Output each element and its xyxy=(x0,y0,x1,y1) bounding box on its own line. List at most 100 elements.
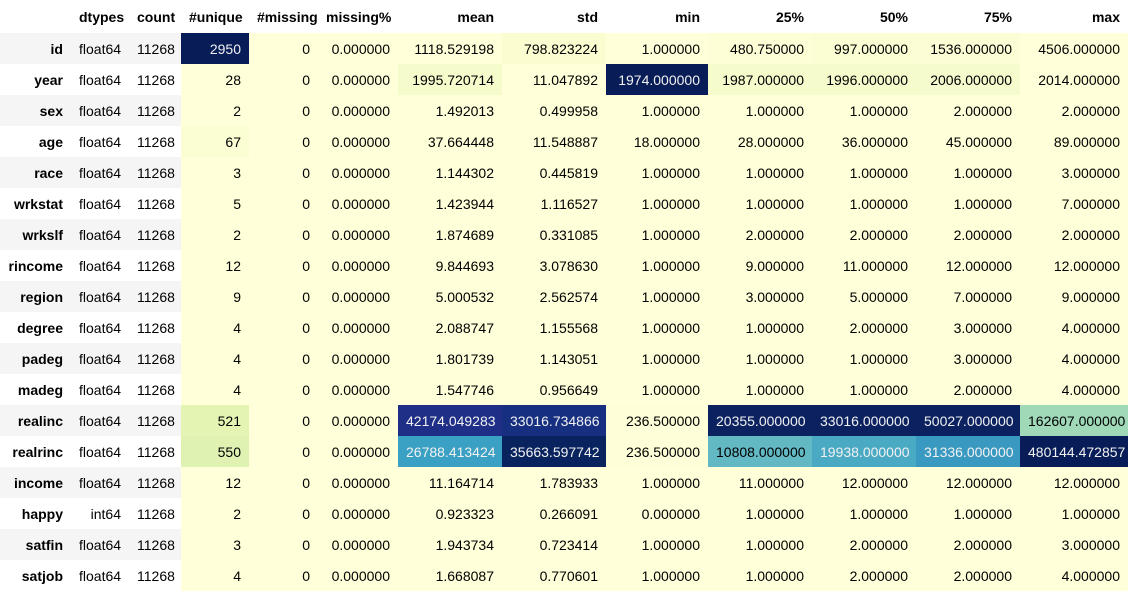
table-cell: 0 xyxy=(249,126,318,157)
column-header: dtypes xyxy=(71,0,129,33)
table-cell: 11268 xyxy=(129,343,181,374)
table-cell: 0 xyxy=(249,188,318,219)
table-cell: 1.000000 xyxy=(812,95,916,126)
table-cell: 521 xyxy=(181,405,249,436)
table-cell: 2.000000 xyxy=(812,529,916,560)
table-cell: 1.000000 xyxy=(708,157,812,188)
row-label: degree xyxy=(0,312,71,343)
table-cell: 1.000000 xyxy=(1020,498,1128,529)
table-cell: 1.874689 xyxy=(398,219,502,250)
column-header: 25% xyxy=(708,0,812,33)
table-cell: 0.000000 xyxy=(318,405,398,436)
table-cell: 3.000000 xyxy=(1020,157,1128,188)
row-label: madeg xyxy=(0,374,71,405)
table-cell: 11268 xyxy=(129,312,181,343)
table-cell: 1987.000000 xyxy=(708,64,812,95)
table-cell: 1.000000 xyxy=(708,95,812,126)
table-cell: 3.000000 xyxy=(916,343,1020,374)
column-header: #missing xyxy=(249,0,318,33)
table-cell: 2014.000000 xyxy=(1020,64,1128,95)
row-label: age xyxy=(0,126,71,157)
table-row: padeg float64 11268 4 0 0.000000 1.801739 1.143… xyxy=(0,343,1128,374)
table-cell: 11.164714 xyxy=(398,467,502,498)
table-cell: float64 xyxy=(71,436,129,467)
table-row: race float64 11268 3 0 0.000000 1.144302 0.4458… xyxy=(0,157,1128,188)
table-row: satjob float64 11268 4 0 0.000000 1.668087 0.77… xyxy=(0,560,1128,591)
table-cell: 9.000000 xyxy=(1020,281,1128,312)
table-cell: 1.000000 xyxy=(708,560,812,591)
table-cell: 11268 xyxy=(129,374,181,405)
table-cell: 1974.000000 xyxy=(606,64,708,95)
table-cell: float64 xyxy=(71,467,129,498)
table-row: income float64 11268 12 0 0.000000 11.164714 1.… xyxy=(0,467,1128,498)
table-row: id float64 11268 2950 0 0.000000 1118.529198 79… xyxy=(0,33,1128,64)
table-cell: 20355.000000 xyxy=(708,405,812,436)
table-cell: 162607.000000 xyxy=(1020,405,1128,436)
table-cell: 0.000000 xyxy=(318,33,398,64)
table-cell: 2.000000 xyxy=(916,560,1020,591)
table-cell: 1.547746 xyxy=(398,374,502,405)
table-cell: 0.000000 xyxy=(318,126,398,157)
table-cell: 0.000000 xyxy=(318,157,398,188)
table-cell: 28 xyxy=(181,64,249,95)
table-cell: 31336.000000 xyxy=(916,436,1020,467)
table-cell: 11268 xyxy=(129,126,181,157)
table-row: wrkstat float64 11268 5 0 0.000000 1.423944 1.1… xyxy=(0,188,1128,219)
table-cell: 1.000000 xyxy=(812,157,916,188)
table-row: madeg float64 11268 4 0 0.000000 1.547746 0.956… xyxy=(0,374,1128,405)
table-cell: 11.047892 xyxy=(502,64,606,95)
table-cell: float64 xyxy=(71,126,129,157)
table-cell: 0.445819 xyxy=(502,157,606,188)
table-cell: 11268 xyxy=(129,436,181,467)
table-row: age float64 11268 67 0 0.000000 37.664448 11.54… xyxy=(0,126,1128,157)
table-cell: 36.000000 xyxy=(812,126,916,157)
column-header: std xyxy=(502,0,606,33)
table-cell: 0 xyxy=(249,219,318,250)
table-cell: 1.155568 xyxy=(502,312,606,343)
table-row: realrinc float64 11268 550 0 0.000000 26788.41… xyxy=(0,436,1128,467)
row-label: realrinc xyxy=(0,436,71,467)
table-cell: 12.000000 xyxy=(812,467,916,498)
row-label: id xyxy=(0,33,71,64)
table-cell: 12 xyxy=(181,467,249,498)
table-cell: float64 xyxy=(71,64,129,95)
table-cell: 2.000000 xyxy=(1020,219,1128,250)
table-cell: 4.000000 xyxy=(1020,312,1128,343)
table-cell: 0.499958 xyxy=(502,95,606,126)
table-cell: 0 xyxy=(249,374,318,405)
row-label: region xyxy=(0,281,71,312)
table-cell: 0.000000 xyxy=(318,219,398,250)
table-cell: 2.000000 xyxy=(916,529,1020,560)
table-cell: 2.000000 xyxy=(708,219,812,250)
table-cell: 28.000000 xyxy=(708,126,812,157)
table-row: sex float64 11268 2 0 0.000000 1.492013 0.49995… xyxy=(0,95,1128,126)
row-label: realinc xyxy=(0,405,71,436)
table-cell: 11.000000 xyxy=(812,250,916,281)
table-cell: 2.000000 xyxy=(916,95,1020,126)
table-cell: 0.000000 xyxy=(318,312,398,343)
table-cell: 1.000000 xyxy=(606,343,708,374)
table-cell: 11268 xyxy=(129,405,181,436)
header-row: dtypes count #unique #missing missing% mean st… xyxy=(0,0,1128,33)
table-cell: 19938.000000 xyxy=(812,436,916,467)
table-cell: 37.664448 xyxy=(398,126,502,157)
table-cell: 1.143051 xyxy=(502,343,606,374)
table-cell: 0.000000 xyxy=(318,529,398,560)
table-cell: 0.000000 xyxy=(318,188,398,219)
table-cell: 1.000000 xyxy=(812,343,916,374)
table-cell: 1.000000 xyxy=(916,188,1020,219)
table-cell: 5 xyxy=(181,188,249,219)
table-cell: 0.000000 xyxy=(318,281,398,312)
table-cell: 1.000000 xyxy=(708,188,812,219)
row-label: sex xyxy=(0,95,71,126)
table-cell: 0.000000 xyxy=(318,250,398,281)
table-cell: 50027.000000 xyxy=(916,405,1020,436)
table-cell: 2950 xyxy=(181,33,249,64)
table-cell: 480.750000 xyxy=(708,33,812,64)
table-cell: 798.823224 xyxy=(502,33,606,64)
table-cell: 1.492013 xyxy=(398,95,502,126)
table-cell: 11268 xyxy=(129,188,181,219)
table-cell: 1.668087 xyxy=(398,560,502,591)
table-cell: 0.000000 xyxy=(318,467,398,498)
table-cell: 0.770601 xyxy=(502,560,606,591)
